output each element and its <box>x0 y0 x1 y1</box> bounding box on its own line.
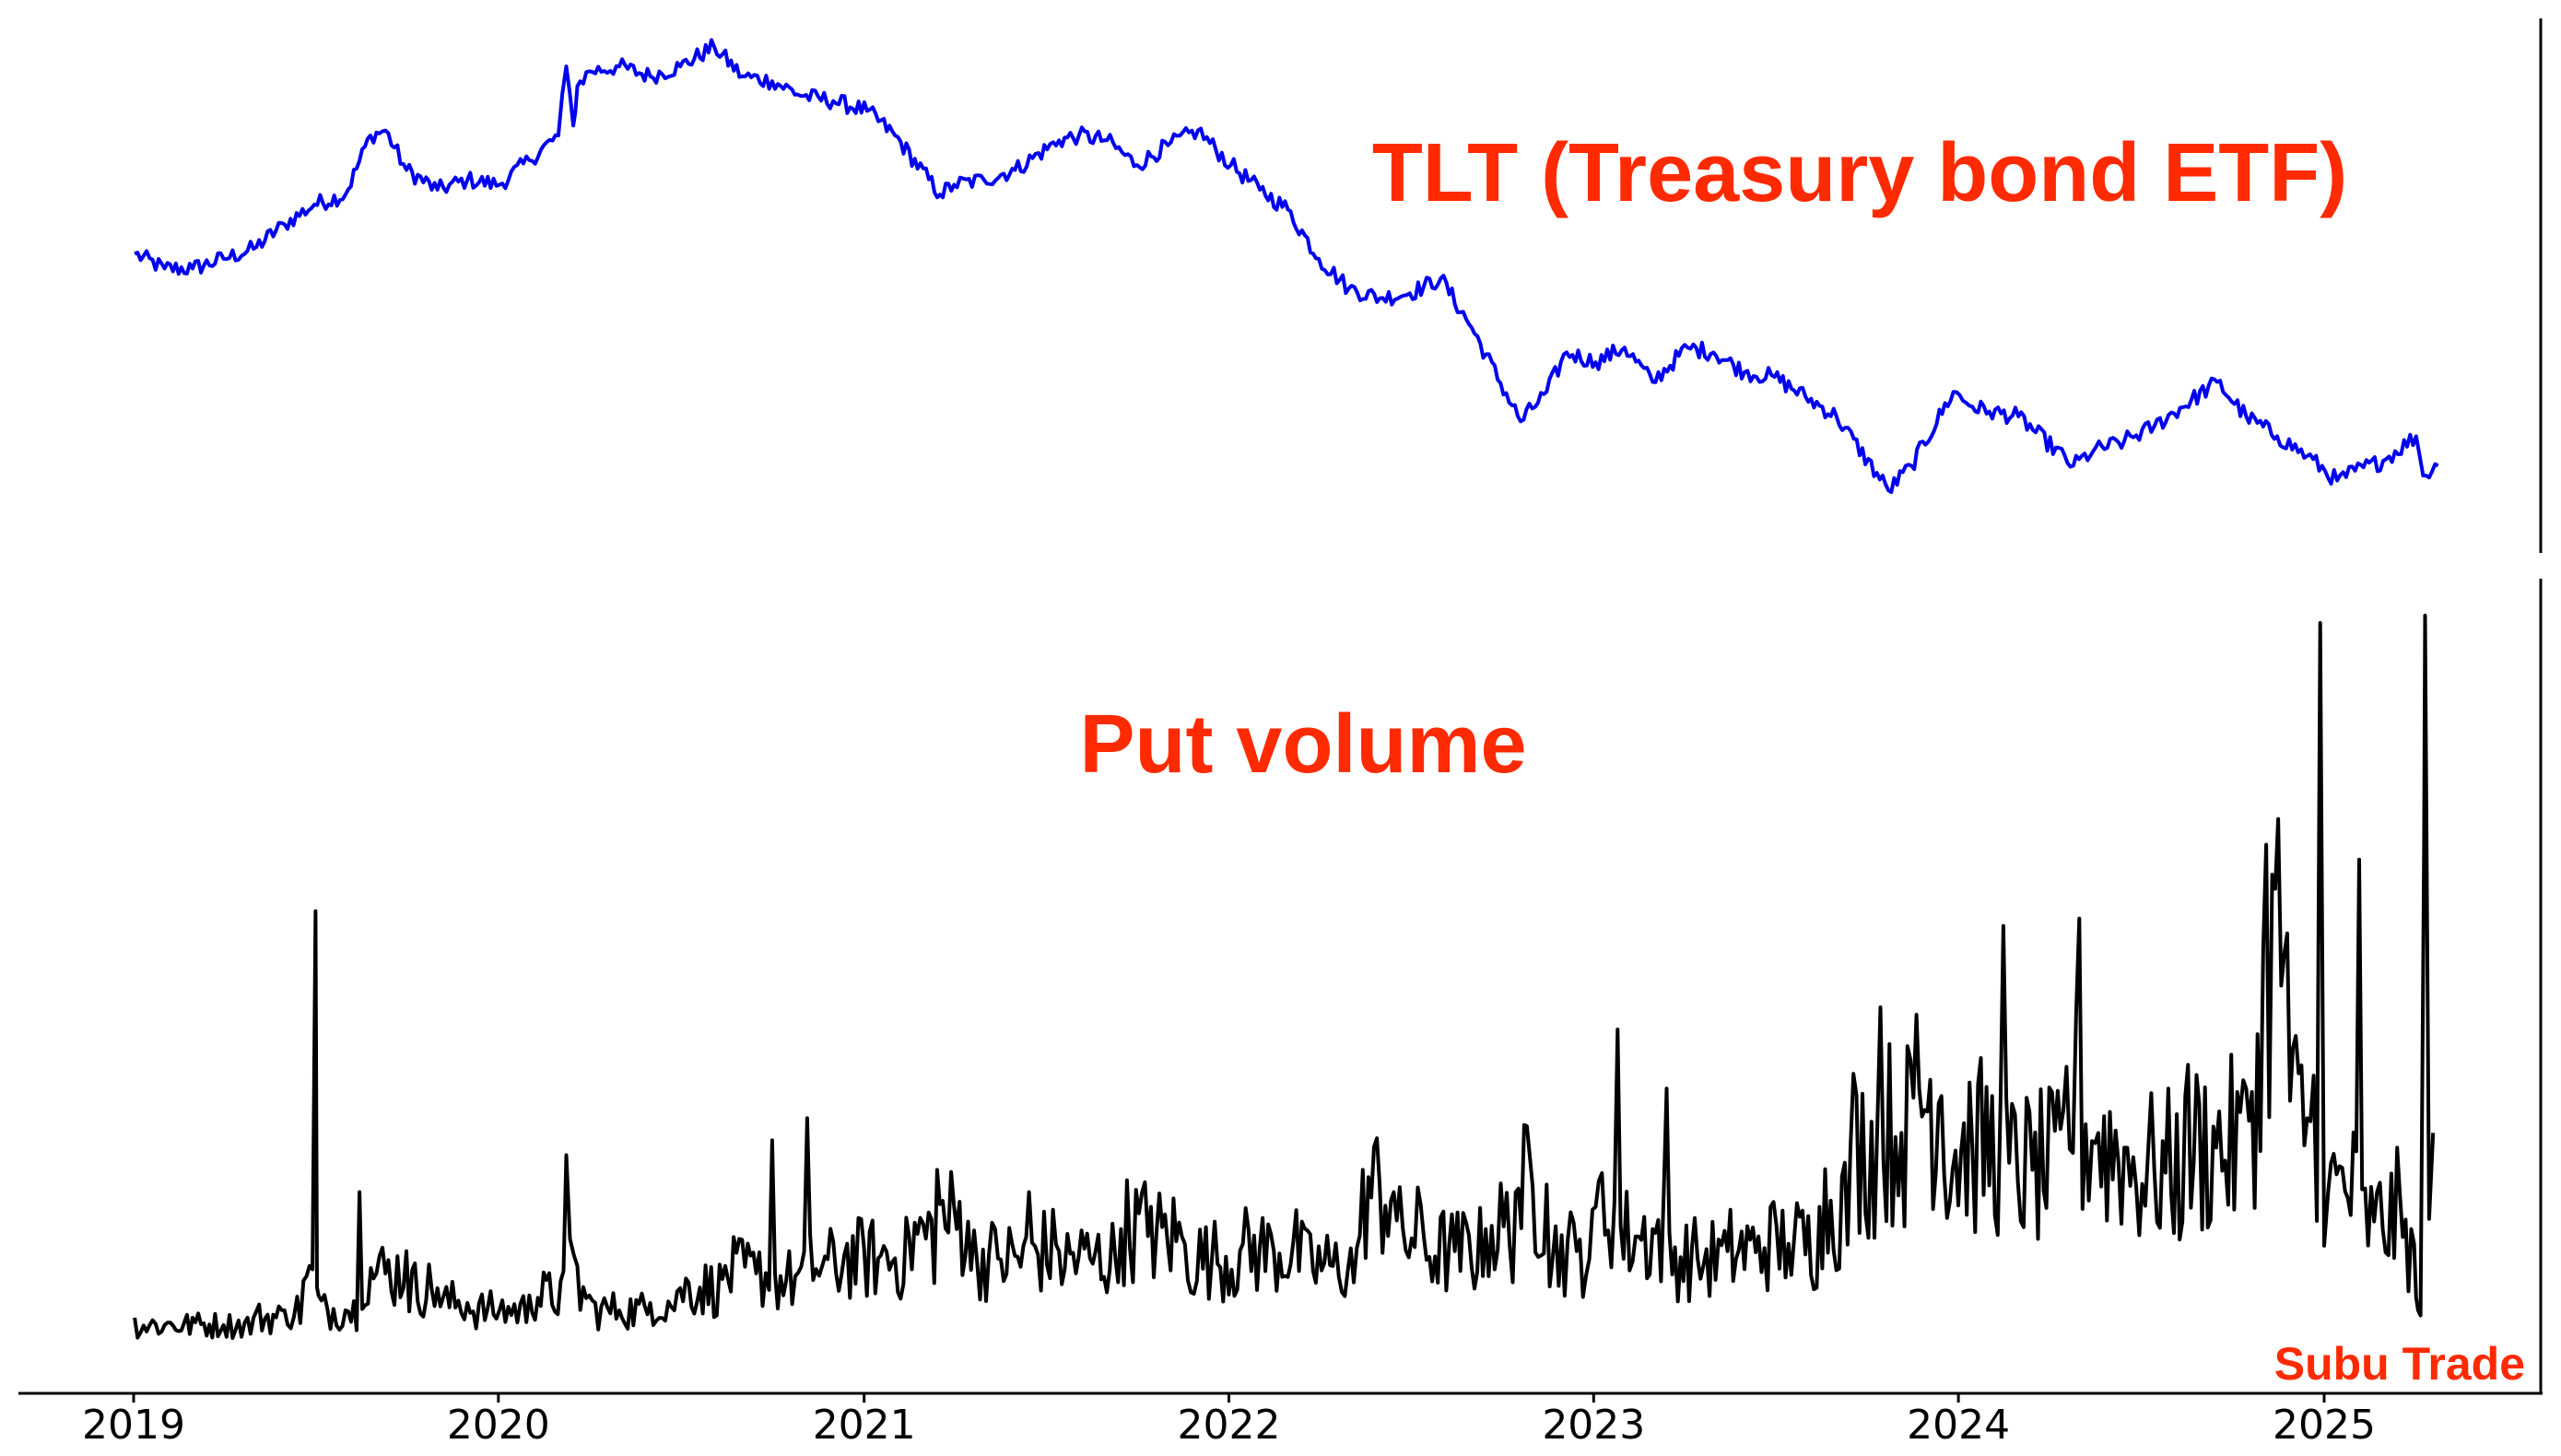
x-tick-label: 2021 <box>813 1402 916 1449</box>
watermark: Subu Trade <box>2274 1338 2525 1390</box>
x-tick-label: 2020 <box>447 1402 550 1449</box>
volume-title: Put volume <box>1079 699 1526 791</box>
x-tick-label: 2025 <box>2273 1402 2376 1449</box>
x-tick-label: 2024 <box>1907 1402 2010 1449</box>
x-ticks: 2019 2020 2021 2022 2023 2024 2025 <box>82 1393 2376 1449</box>
tlt-price-line <box>134 38 2439 495</box>
put-volume-line <box>133 614 2436 1340</box>
tlt-title: TLT (Treasury bond ETF) <box>1372 127 2347 219</box>
x-tick-label: 2022 <box>1178 1402 1281 1449</box>
volume-series <box>133 614 2436 1340</box>
x-tick-label: 2023 <box>1542 1402 1645 1449</box>
x-tick-label: 2019 <box>82 1402 185 1449</box>
tlt-series <box>134 38 2439 495</box>
